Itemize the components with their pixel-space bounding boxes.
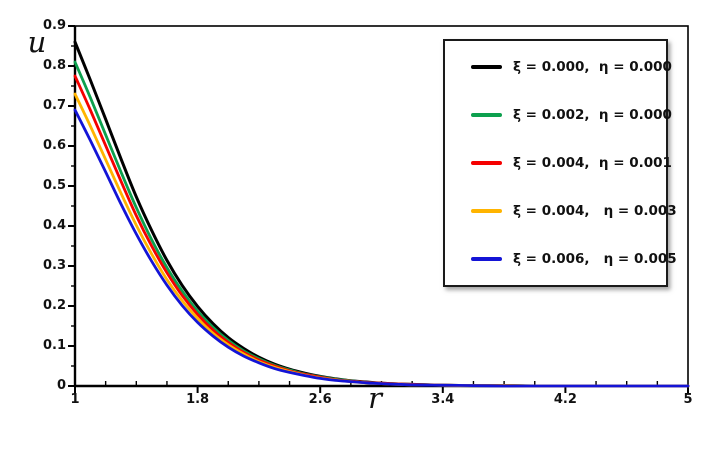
legend-label: ξ = 0.006, η = 0.005 [513, 251, 677, 267]
legend-swatch [471, 209, 502, 213]
y-tick-label: 0.2 [42, 298, 66, 313]
y-tick-label: 0.9 [42, 18, 66, 33]
x-axis-title: r [368, 381, 382, 415]
y-tick-label: 0.7 [42, 98, 66, 113]
y-tick-label: 0.1 [42, 338, 66, 353]
x-tick-label: 1.8 [186, 392, 210, 407]
legend-swatch [471, 161, 502, 165]
y-tick-label: 0 [56, 378, 66, 393]
y-tick-label: 0.3 [42, 258, 66, 273]
legend-item-3: ξ = 0.004, η = 0.003 [471, 200, 677, 222]
x-tick-label: 1 [70, 392, 80, 407]
y-tick-label: 0.6 [42, 138, 66, 153]
legend-swatch [471, 113, 502, 117]
legend-label: ξ = 0.002, η = 0.000 [513, 107, 672, 123]
y-axis-title: u [27, 25, 47, 59]
x-tick-label: 5 [683, 392, 693, 407]
series-line-4 [73, 108, 690, 388]
y-tick-label: 0.5 [42, 178, 66, 193]
legend-item-1: ξ = 0.002, η = 0.000 [471, 104, 672, 126]
x-tick-label: 2.6 [308, 392, 332, 407]
legend-label: ξ = 0.000, η = 0.000 [513, 59, 672, 75]
legend-item-0: ξ = 0.000, η = 0.000 [471, 56, 672, 78]
legend-label: ξ = 0.004, η = 0.003 [513, 203, 677, 219]
y-tick-label: 0.4 [42, 218, 66, 233]
legend-item-4: ξ = 0.006, η = 0.005 [471, 248, 677, 270]
legend-label: ξ = 0.004, η = 0.001 [513, 155, 672, 171]
x-tick-label: 3.4 [431, 392, 455, 407]
legend-item-2: ξ = 0.004, η = 0.001 [471, 152, 672, 174]
legend-swatch [471, 257, 502, 261]
y-tick-label: 0.8 [42, 58, 66, 73]
legend: ξ = 0.000, η = 0.000 ξ = 0.002, η = 0.000… [443, 39, 677, 287]
x-tick-label: 4.2 [553, 392, 577, 407]
legend-swatch [471, 65, 502, 69]
